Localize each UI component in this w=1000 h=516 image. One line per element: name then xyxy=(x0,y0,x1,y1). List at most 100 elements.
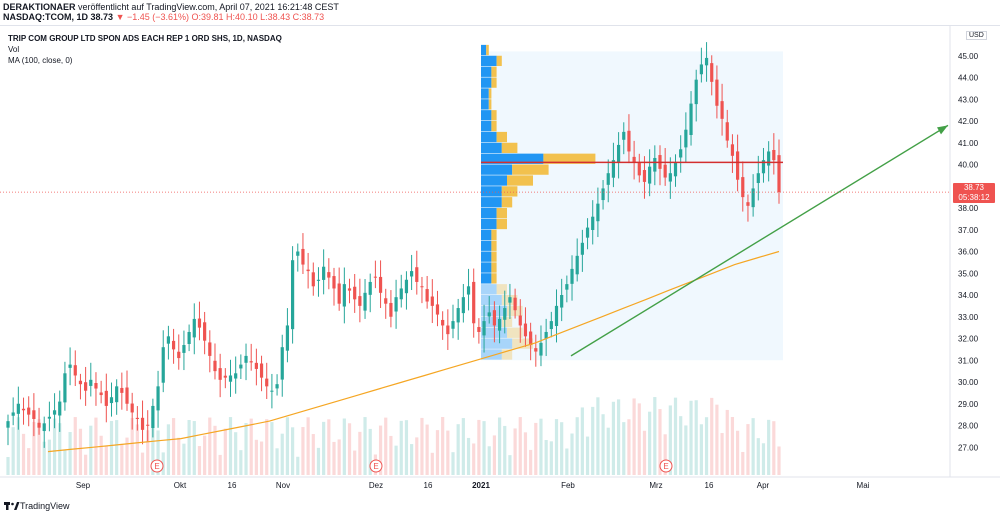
candle-body xyxy=(560,295,564,308)
price-tick-label: 44.00 xyxy=(958,74,979,83)
candle-body xyxy=(296,251,300,256)
candle-body xyxy=(767,151,771,166)
candle-body xyxy=(554,305,559,327)
time-tick-label: Feb xyxy=(561,481,575,490)
candle-body xyxy=(52,410,57,415)
trend-line xyxy=(570,124,949,357)
price-tick-label: 42.00 xyxy=(958,117,979,126)
candle-body xyxy=(756,173,760,184)
volume-bar xyxy=(125,437,129,475)
candle-body xyxy=(725,122,729,141)
volume-bar xyxy=(358,431,362,475)
candle-body xyxy=(585,227,590,238)
candle-body xyxy=(497,318,502,331)
volume-profile-sell-bar xyxy=(488,99,492,110)
volume-bar xyxy=(254,439,258,475)
volume-profile-sell-bar xyxy=(507,175,533,186)
volume-bar xyxy=(761,443,766,475)
candle-body xyxy=(270,390,274,392)
candle-body xyxy=(534,348,538,352)
candle-body xyxy=(410,271,414,277)
volume-bar xyxy=(363,417,367,475)
publisher-name: DERAKTIONAER xyxy=(3,2,76,12)
volume-bar xyxy=(673,397,678,475)
chart-header: DERAKTIONAER veröffentlicht auf TradingV… xyxy=(0,0,1000,24)
volume-bar xyxy=(446,430,450,475)
volume-bar xyxy=(296,456,300,475)
volume-bar xyxy=(89,425,93,475)
time-tick-label: Nov xyxy=(276,481,290,490)
volume-profile-sell-bar xyxy=(501,316,513,328)
current-price-value: 38.73 xyxy=(963,183,985,192)
volume-bar xyxy=(332,441,336,475)
volume-bar xyxy=(508,455,512,475)
price-tick-label: 37.00 xyxy=(958,226,979,235)
footer: TradingView xyxy=(0,498,1000,516)
volume-profile-buy-bar xyxy=(481,273,492,284)
volume-bar xyxy=(42,441,46,475)
earnings-marker-label: E xyxy=(373,462,378,471)
candle-body xyxy=(316,279,321,281)
candle-body xyxy=(27,407,31,415)
volume-bar xyxy=(529,449,533,475)
volume-bar xyxy=(244,423,248,475)
volume-profile-sell-bar xyxy=(491,66,497,77)
candle-body xyxy=(358,296,362,306)
volume-bar xyxy=(689,400,693,475)
candle-body xyxy=(704,57,709,66)
volume-bar xyxy=(642,430,647,475)
candle-body xyxy=(668,173,672,182)
volume-bar xyxy=(441,417,445,475)
volume-profile-buy-bar xyxy=(481,186,502,197)
volume-profile-sell-bar xyxy=(491,251,497,262)
volume-bar xyxy=(140,452,145,475)
price-tick-label: 29.00 xyxy=(958,400,979,409)
volume-bar xyxy=(565,448,569,475)
time-tick-label: 2021 xyxy=(472,481,490,490)
candle-body xyxy=(42,423,46,432)
ma-legend: MA (100, close, 0) xyxy=(8,56,73,65)
price-tick-label: 28.00 xyxy=(958,422,979,431)
volume-bar xyxy=(203,435,207,475)
candle-body xyxy=(115,386,119,403)
volume-bar xyxy=(482,421,486,475)
candle-body xyxy=(99,392,103,396)
volume-bar xyxy=(736,430,740,475)
price-tick-label: 31.00 xyxy=(958,356,979,365)
volume-bar xyxy=(461,418,465,475)
currency-label: USD xyxy=(966,31,987,40)
volume-bar xyxy=(658,409,662,475)
volume-bar xyxy=(425,424,429,475)
candle-body xyxy=(451,321,455,329)
volume-bar xyxy=(171,418,176,475)
candle-body xyxy=(234,373,238,379)
volume-bar xyxy=(187,419,191,475)
volume-bar xyxy=(772,421,776,475)
volume-profile-sell-bar xyxy=(543,153,596,164)
volume-bar xyxy=(487,446,491,475)
time-tick-label: Mrz xyxy=(649,481,662,490)
volume-profile-buy-bar xyxy=(481,197,502,208)
candle-body xyxy=(627,130,631,152)
volume-bar xyxy=(554,419,559,475)
candle-body xyxy=(679,149,683,158)
volume-bar xyxy=(166,424,171,475)
volume-bar xyxy=(497,417,502,475)
candle-body xyxy=(208,342,212,356)
volume-bar xyxy=(213,425,217,475)
volume-profile-sell-bar xyxy=(491,110,497,121)
earnings-marker-icon xyxy=(369,459,383,473)
candle-body xyxy=(249,361,253,363)
price-tick-label: 45.00 xyxy=(958,52,979,61)
volume-bar xyxy=(560,422,564,475)
volume-bar xyxy=(570,433,574,475)
candle-body xyxy=(699,64,703,75)
volume-bar xyxy=(306,417,310,475)
candle-body xyxy=(637,162,641,176)
volume-bar xyxy=(746,424,750,475)
price-tick-label: 40.00 xyxy=(958,161,979,170)
candle-body xyxy=(373,276,377,278)
candle-body xyxy=(223,375,227,378)
volume-profile-sell-bar xyxy=(491,240,497,251)
